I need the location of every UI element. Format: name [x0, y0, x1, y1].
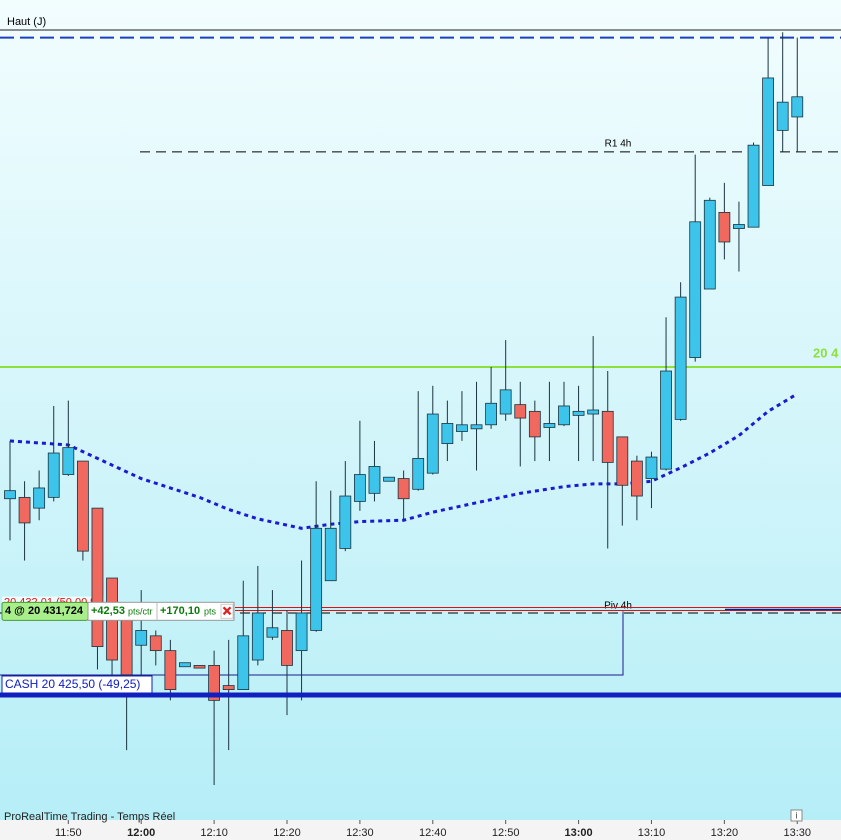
position-connector [0, 611, 624, 676]
candle-body [339, 495, 352, 549]
candle-body [412, 457, 425, 490]
position-total: +170,10 [160, 605, 200, 617]
candle-body [441, 423, 454, 445]
x-tick-label: 12:40 [419, 827, 447, 839]
candle-body [295, 612, 308, 652]
level-label: Haut (J) [7, 16, 46, 28]
candle-body [660, 370, 672, 470]
candle-body [456, 424, 468, 432]
candle-body [630, 460, 643, 497]
candle-body [383, 476, 395, 482]
candle-body [499, 389, 512, 415]
candle-body [33, 487, 46, 509]
candle-body [310, 527, 323, 631]
candle-body [674, 296, 687, 420]
candle-body [528, 410, 541, 438]
candle-body [397, 478, 410, 500]
candle-body [281, 630, 293, 666]
cash-label: CASH 20 425,50 (-49,25) [5, 677, 140, 691]
candle-body [135, 630, 148, 646]
x-tick-label: 13:20 [711, 827, 739, 839]
x-tick-label: 12:00 [127, 827, 155, 839]
candle-body [558, 405, 570, 426]
position-gain-unit: pts/ctr [128, 607, 153, 617]
close-icon [222, 606, 232, 616]
moving-average [9, 392, 799, 530]
candle-body [703, 199, 716, 290]
x-tick-label: 12:20 [273, 827, 301, 839]
candle-body [718, 211, 731, 243]
cash-label-box [1, 675, 153, 694]
candle-body [149, 635, 162, 652]
candle-body [543, 423, 556, 428]
candle-body [733, 224, 745, 229]
candle-body [4, 490, 16, 500]
candle-body [645, 456, 658, 479]
x-tick-label: 11:50 [55, 827, 82, 839]
candle-body [120, 619, 133, 676]
info-icon[interactable] [790, 809, 803, 822]
position-gain: +42,53 [91, 605, 125, 617]
x-tick-label: 13:10 [638, 827, 666, 839]
candle-body [47, 452, 60, 498]
candle-body [470, 424, 483, 430]
candle-body [616, 436, 629, 486]
chart-layer: 11:50 12:00 12:10 12:20 12:30 12:40 12:50 13:00… [0, 16, 841, 839]
candle-body [91, 507, 104, 647]
candle-body [251, 612, 264, 661]
candle-body [62, 447, 75, 475]
position-label: 4 @ 20 431,724 [5, 605, 84, 617]
x-tick-label: 12:30 [346, 827, 374, 839]
position-total-unit: pts [204, 607, 217, 617]
x-tick-label: 12:10 [200, 827, 228, 839]
candle-body [266, 627, 279, 638]
candle-body [76, 460, 89, 552]
candle-body [237, 635, 250, 691]
candle-body [689, 221, 702, 358]
candle-body [18, 496, 31, 524]
level-label: R1 4h [605, 139, 632, 150]
candle-body [572, 410, 585, 416]
candle-body [193, 665, 206, 669]
candle-body [353, 474, 366, 502]
x-tick-label: 13:30 [783, 827, 811, 839]
candle-body [164, 650, 177, 691]
candle-body [791, 96, 804, 118]
candle-body [747, 144, 760, 228]
candle-body [324, 527, 337, 582]
candle-body [485, 402, 498, 426]
candle-body [368, 466, 381, 494]
candle-body [514, 404, 527, 419]
x-axis-strip [0, 820, 841, 840]
footer: ProRealTime Trading - Temps Réel [4, 811, 175, 823]
level-label: 20 4 [813, 345, 839, 360]
candle-body [601, 410, 614, 463]
x-tick-label: 13:00 [565, 827, 593, 839]
candle-body [762, 77, 775, 186]
gain-box [87, 601, 235, 621]
candle-body [776, 101, 789, 131]
level-label: Piv 4h [604, 601, 632, 612]
candle-body [179, 662, 191, 668]
candle-body [208, 665, 220, 701]
x-tick-label: 12:50 [492, 827, 520, 839]
candle-body [222, 685, 235, 691]
candle-body [426, 413, 439, 474]
info-icon-glyph: i [796, 810, 798, 820]
candle-body [587, 409, 600, 415]
